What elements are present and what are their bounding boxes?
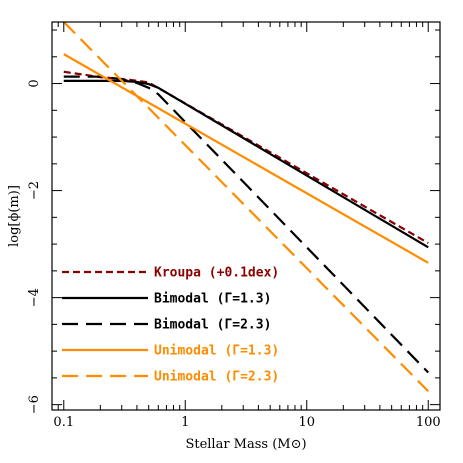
- y-axis-label: log[ϕ(m)]: [7, 185, 22, 247]
- x-axis-tick-labels: 0.1 1 10 100: [53, 415, 440, 430]
- series-layer: [62, 22, 430, 393]
- series-line-5: [62, 22, 430, 393]
- y-tick-label: −4: [27, 288, 42, 307]
- x-tick-label: 10: [298, 415, 315, 430]
- legend-label-2: Bimodal (Γ=1.3): [154, 292, 271, 307]
- series-line-4: [63, 53, 429, 264]
- y-axis-tick-labels: 0 −2 −4 −6: [27, 79, 42, 414]
- y-tick-label: −6: [27, 395, 42, 414]
- legend: Kroupa (+0.1dex) Bimodal (Γ=1.3) Bimodal (…: [62, 266, 279, 385]
- legend-label-1: Kroupa (+0.1dex): [154, 266, 279, 281]
- x-tick-label: 100: [416, 415, 441, 430]
- x-axis-ticks: [51, 22, 429, 410]
- y-tick-label: −2: [27, 181, 42, 200]
- legend-label-3: Bimodal (Γ=2.3): [154, 318, 271, 333]
- y-axis-ticks: [52, 29, 440, 406]
- x-tick-label: 0.1: [53, 415, 74, 430]
- y-tick-label: 0: [27, 79, 42, 87]
- legend-label-5: Unimodal (Γ=2.3): [154, 370, 279, 385]
- plot-frame: [51, 21, 441, 411]
- x-axis-label: Stellar Mass (M⊙): [185, 437, 306, 452]
- legend-label-4: Unimodal (Γ=1.3): [154, 344, 279, 359]
- x-tick-label: 1: [181, 415, 189, 430]
- series-line-3: [63, 75, 430, 374]
